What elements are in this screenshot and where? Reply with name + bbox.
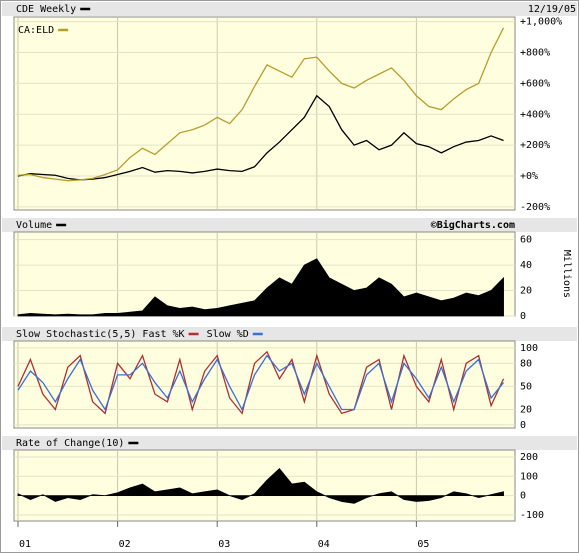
y-tick-label: +200% (520, 140, 550, 151)
y-tick-label: +800% (520, 48, 550, 59)
panel-header (2, 218, 577, 232)
panel-header (2, 436, 577, 450)
legend-label: Rate of Change(10) (16, 438, 124, 449)
y-tick-label: 40 (520, 260, 532, 271)
y-tick-label: -100 (520, 510, 544, 521)
x-tick-label: 01 (19, 539, 31, 550)
y-axis-label: Millions (561, 250, 572, 298)
line (17, 94, 504, 181)
panel-header (2, 2, 577, 16)
y-tick-label: 0 (520, 491, 526, 502)
y-tick-label: 60 (520, 235, 532, 246)
y-tick-label: +400% (520, 109, 550, 120)
y-tick-label: 0 (520, 420, 526, 431)
y-tick-label: 80 (520, 358, 532, 369)
x-tick-label: 03 (218, 539, 230, 550)
x-tick-label: 02 (119, 539, 131, 550)
line (17, 27, 505, 182)
source-label: ©BigCharts.com (431, 219, 515, 231)
area (17, 467, 504, 504)
y-tick-label: 50 (520, 381, 532, 392)
y-tick-label: +600% (520, 78, 550, 89)
y-tick-label: 0 (520, 311, 526, 322)
legend-label: CA:ELD (18, 25, 54, 36)
y-tick-label: 200 (520, 452, 538, 463)
line (17, 354, 505, 412)
plot-area (13, 16, 516, 211)
legend-label: Volume (16, 220, 52, 231)
y-tick-label: -200% (520, 202, 550, 213)
y-tick-label: +0% (520, 171, 538, 182)
y-tick-label: 100 (520, 343, 538, 354)
y-tick-label: +1,000% (520, 17, 562, 28)
x-tick-label: 04 (318, 539, 330, 550)
legend-label: CDE Weekly (16, 4, 76, 15)
line (17, 350, 505, 415)
legend-label: Slow Stochastic(5,5) Fast %K (16, 329, 185, 340)
y-tick-label: 20 (520, 286, 532, 297)
y-tick-label: 20 (520, 405, 532, 416)
panel-header (2, 327, 577, 341)
y-tick-label: 100 (520, 471, 538, 482)
legend-label: Slow %D (207, 329, 249, 340)
plot-area (13, 340, 516, 429)
x-tick-label: 05 (417, 539, 429, 550)
area (17, 258, 504, 317)
date-label: 12/19/05 (528, 4, 576, 15)
